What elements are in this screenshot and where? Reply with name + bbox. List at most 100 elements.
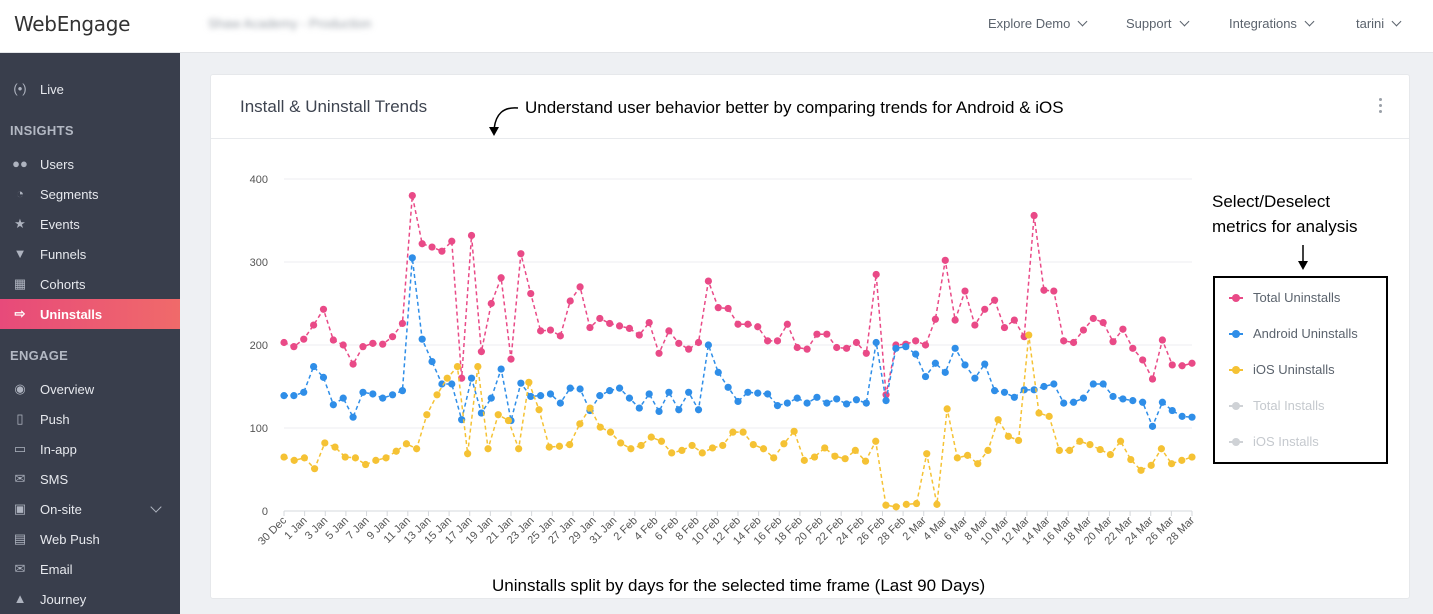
data-point [606,428,615,436]
data-point [1147,461,1155,469]
data-point [586,404,594,412]
support-menu[interactable]: Support [1126,16,1189,31]
data-point [1045,412,1053,420]
sidebar-item-events[interactable]: ★ Events [0,209,180,239]
data-point [1099,318,1107,327]
data-point [941,256,949,264]
integrations-menu[interactable]: Integrations [1229,16,1315,31]
data-point [566,441,574,449]
data-point [841,455,849,463]
data-point [931,315,939,323]
data-point [951,316,959,324]
project-selector[interactable]: Shaw Academy - Production [208,16,371,31]
sidebar-item-email[interactable]: ✉ Email [0,554,180,584]
sidebar-item-push[interactable]: ▯ Push [0,404,180,434]
data-point [280,453,288,461]
sidebar-item-live[interactable]: (•) Live [0,74,180,104]
data-point [872,437,880,445]
data-point [1106,450,1114,459]
sidebar-item-label: Cohorts [40,277,86,292]
data-point [729,428,737,436]
data-point [1035,409,1043,417]
sidebar-item-label: Overview [40,382,95,397]
data-point [833,343,841,352]
data-point [678,446,686,455]
data-point [882,501,890,509]
data-point [655,349,663,357]
chevron-down-icon [1391,16,1402,27]
data-point [474,362,482,371]
data-point [625,324,634,332]
data-point [555,442,564,450]
data-point [606,387,614,395]
data-point [1109,392,1117,401]
legend-label: Total Uninstalls [1253,290,1341,305]
data-point [902,500,910,508]
sidebar-item-journey[interactable]: ▲ Journey [0,584,180,614]
data-point [428,243,436,251]
sidebar-item-inapp[interactable]: ▭ In-app [0,434,180,464]
data-point [310,362,318,371]
sidebar-item-users[interactable]: ●● Users [0,149,180,179]
legend-marker [1229,329,1243,339]
data-point [872,338,880,347]
data-point [813,393,821,401]
project-name: Shaw Academy - Production [208,16,372,31]
data-point [507,355,515,363]
inapp-icon: ▭ [13,441,27,456]
live-icon: (•) [13,81,27,96]
legend-marker [1229,401,1243,411]
user-menu[interactable]: tarini [1356,16,1402,31]
sidebar-item-onsite[interactable]: ▣ On-site [0,494,180,524]
data-point [329,401,337,409]
data-point [546,326,555,334]
data-point [1079,394,1088,402]
data-point [921,341,930,349]
data-point [1099,380,1107,388]
sidebar-item-funnels[interactable]: ▼ Funnels [0,239,180,269]
data-point [783,399,791,407]
data-point [991,296,999,304]
sidebar-item-webpush[interactable]: ▤ Web Push [0,524,180,554]
data-point [1096,445,1104,454]
sms-icon: ✉ [14,471,26,486]
sidebar-item-sms[interactable]: ✉ SMS [0,464,180,494]
data-point [1178,412,1186,420]
series-line [283,195,1193,395]
data-point [1119,395,1127,403]
data-point [1014,436,1023,445]
sidebar-item-cohorts[interactable]: ▦ Cohorts [0,269,180,299]
data-point [1086,441,1094,449]
more-options-icon[interactable] [1379,98,1383,116]
data-point [842,344,851,352]
data-point [1025,331,1033,339]
data-point [1060,337,1068,345]
data-point [675,339,683,347]
data-point [433,391,441,399]
brand-logo[interactable]: WebEngage [14,12,130,36]
sidebar-item-overview[interactable]: ◉ Overview [0,374,180,404]
y-tick-label: 0 [262,506,268,518]
metrics-legend: Total Uninstalls Android Uninstalls iOS … [1213,276,1388,464]
data-point [892,503,900,511]
data-point [668,449,676,457]
data-point [617,439,625,447]
data-point [780,440,788,448]
data-point [912,499,921,508]
data-point [657,437,666,445]
data-point [943,405,951,413]
data-point [625,394,634,402]
sidebar-item-segments[interactable]: ◔ Segments [0,179,180,209]
data-point [749,441,757,449]
data-point [1148,422,1157,430]
data-point [418,240,426,248]
data-point [882,397,890,405]
data-point [527,392,535,401]
explore-demo-menu[interactable]: Explore Demo [988,16,1088,31]
data-point [842,400,851,408]
sidebar-item-uninstalls[interactable]: ⇨ Uninstalls [0,299,180,329]
sidebar-item-label: Events [40,217,80,232]
data-point [329,336,337,344]
data-point [764,337,772,345]
data-point [487,299,495,308]
